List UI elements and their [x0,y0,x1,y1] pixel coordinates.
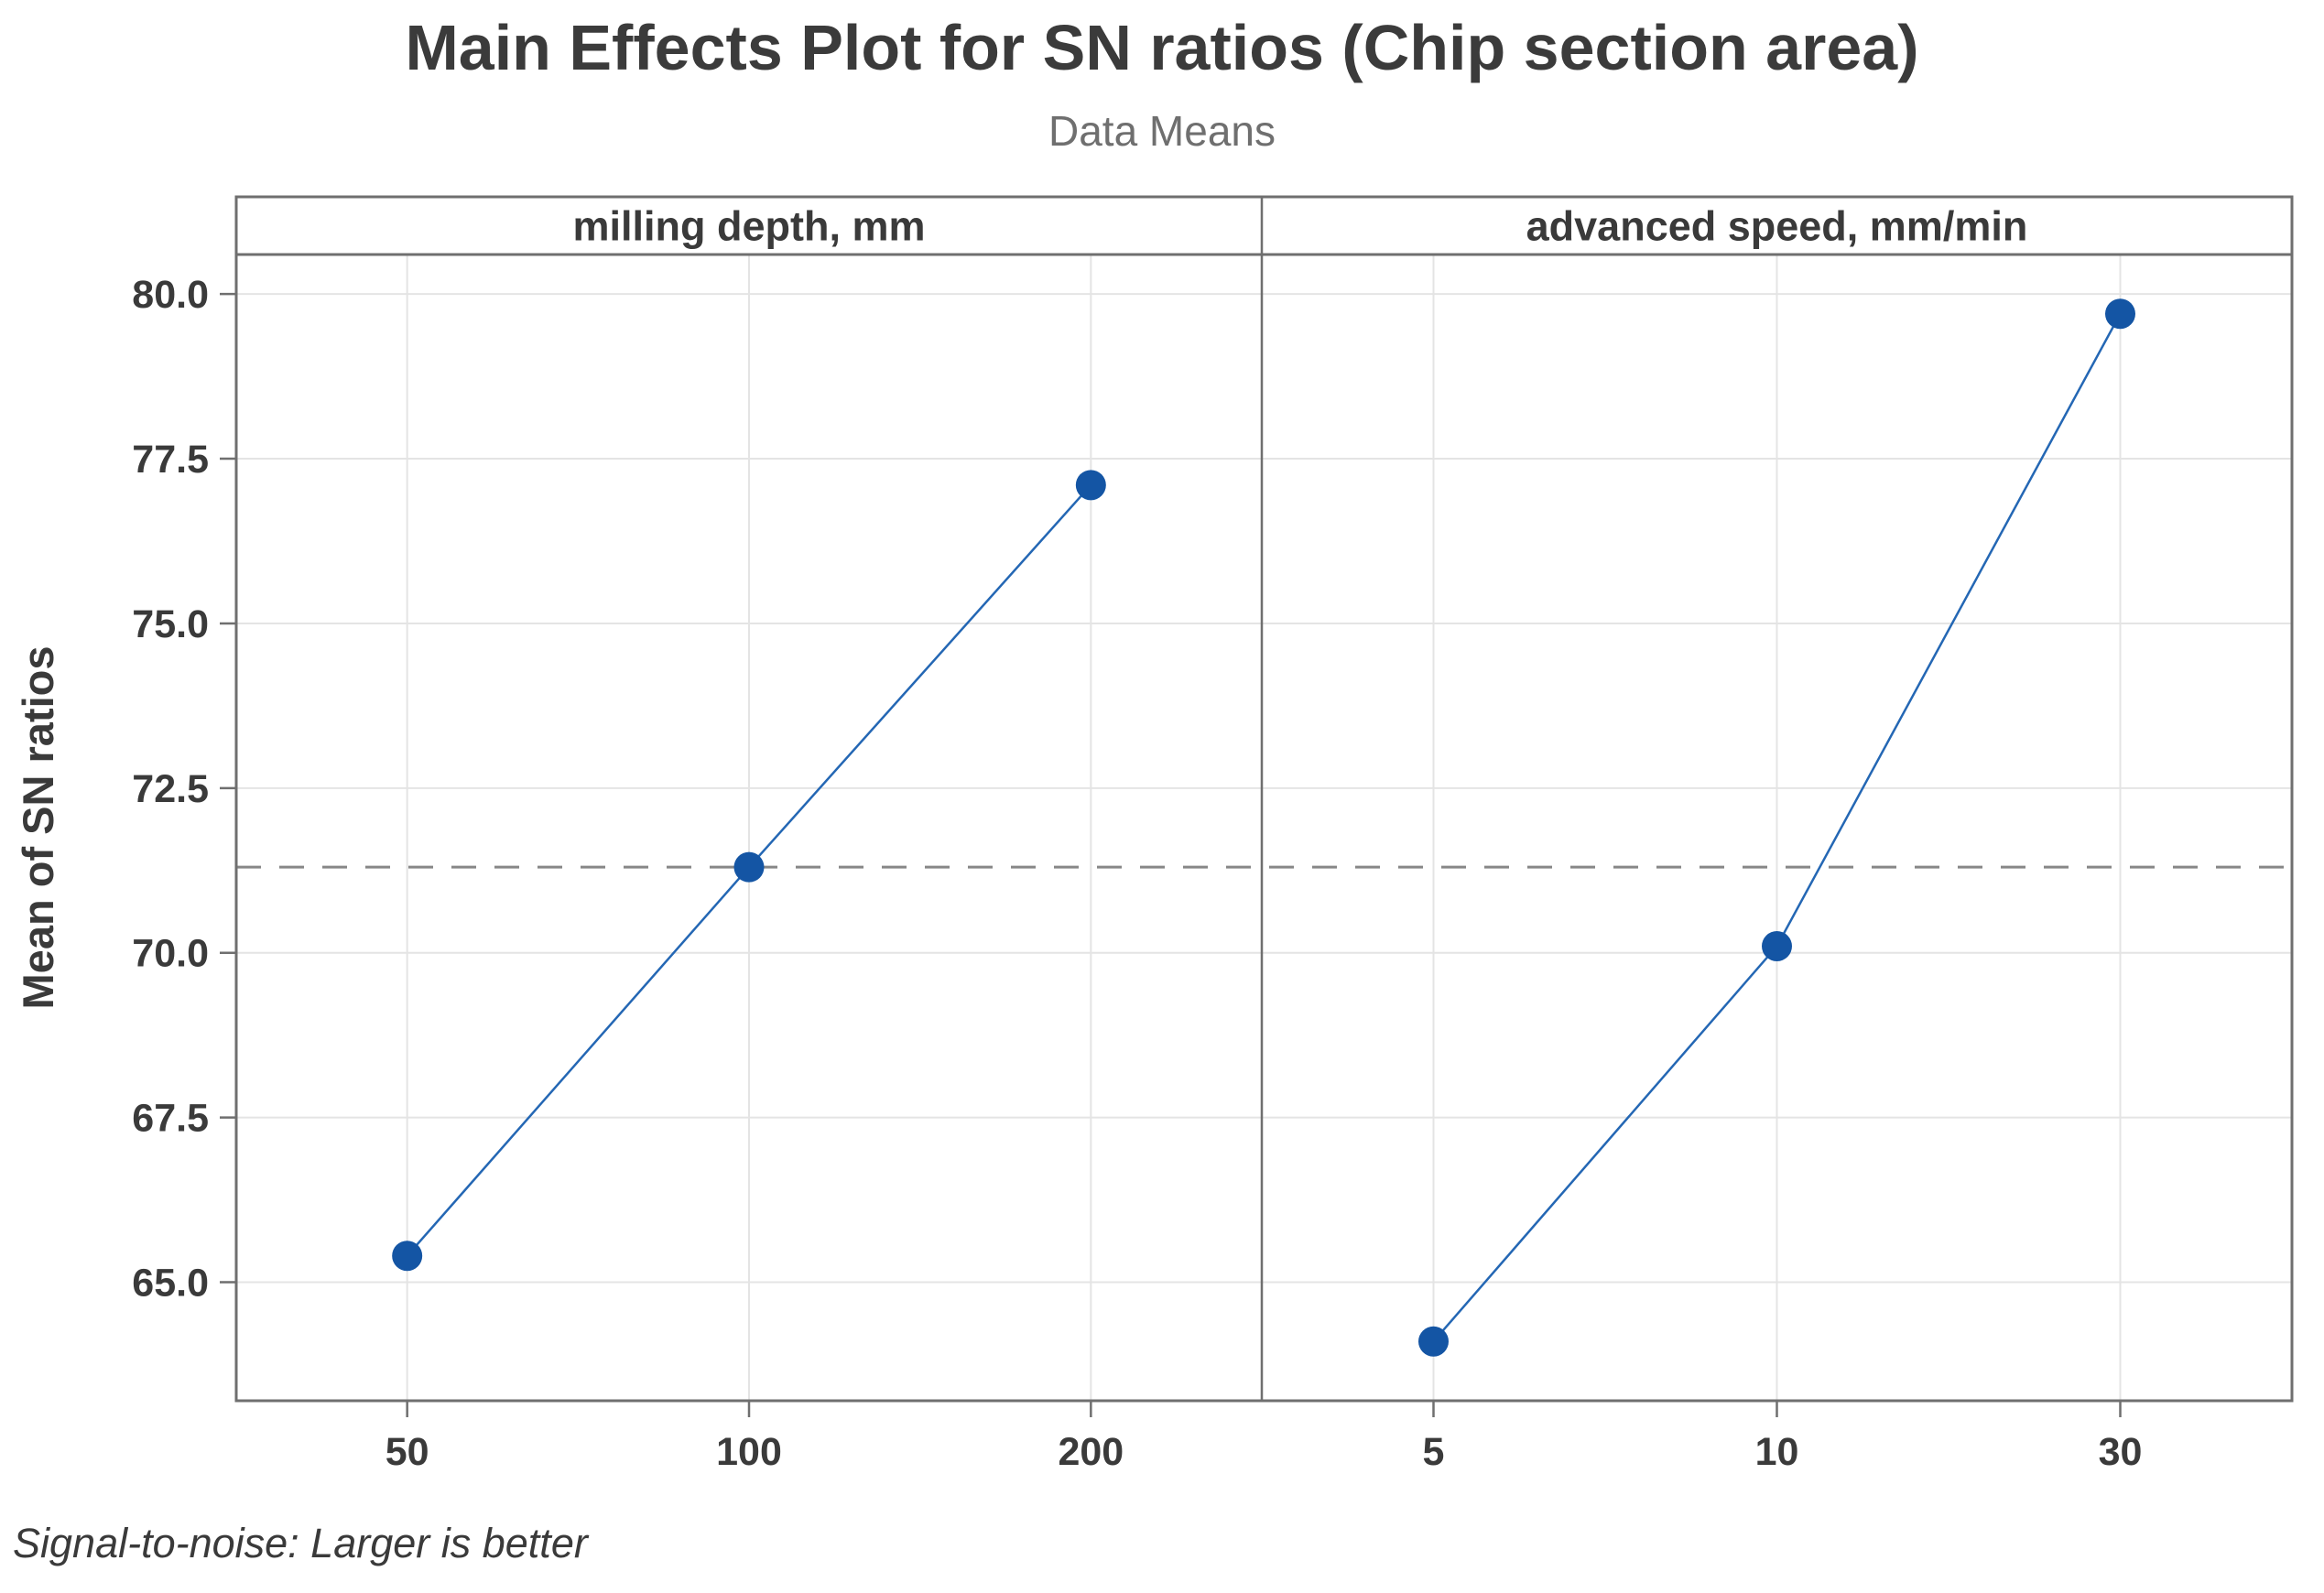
data-point [1762,931,1792,962]
y-tick-label: 80.0 [132,273,209,317]
panel-header-label: advanced speed, mm/min [1526,203,2028,250]
x-tick-label: 50 [386,1430,429,1474]
data-point [1075,470,1106,501]
chart-subtitle: Data Means [1048,107,1276,155]
y-tick-label: 65.0 [132,1261,209,1305]
plot-border [234,195,2294,1403]
y-tick-label: 70.0 [132,932,209,976]
data-point [733,851,765,883]
x-tick-label: 200 [1058,1430,1124,1474]
data-point [392,1241,423,1272]
y-tick-label: 77.5 [132,438,209,482]
panel-header-label: milling depth, mm [572,203,925,250]
data-point [1418,1326,1449,1357]
x-tick-label: 100 [716,1430,782,1474]
y-tick-label: 67.5 [132,1097,209,1141]
y-tick-label: 75.0 [132,602,209,646]
chart-title: Main Effects Plot for SN ratios (Chip se… [405,12,1919,83]
x-tick-label: 10 [1755,1430,1799,1474]
x-tick-label: 5 [1423,1430,1445,1474]
x-tick-label: 30 [2099,1430,2143,1474]
signal-to-noise-footnote: Signal-to-noise: Larger is better [13,1520,588,1566]
y-tick-label: 72.5 [132,767,209,811]
y-axis-title: Mean of SN ratios [14,646,62,1010]
data-point [2105,298,2135,330]
